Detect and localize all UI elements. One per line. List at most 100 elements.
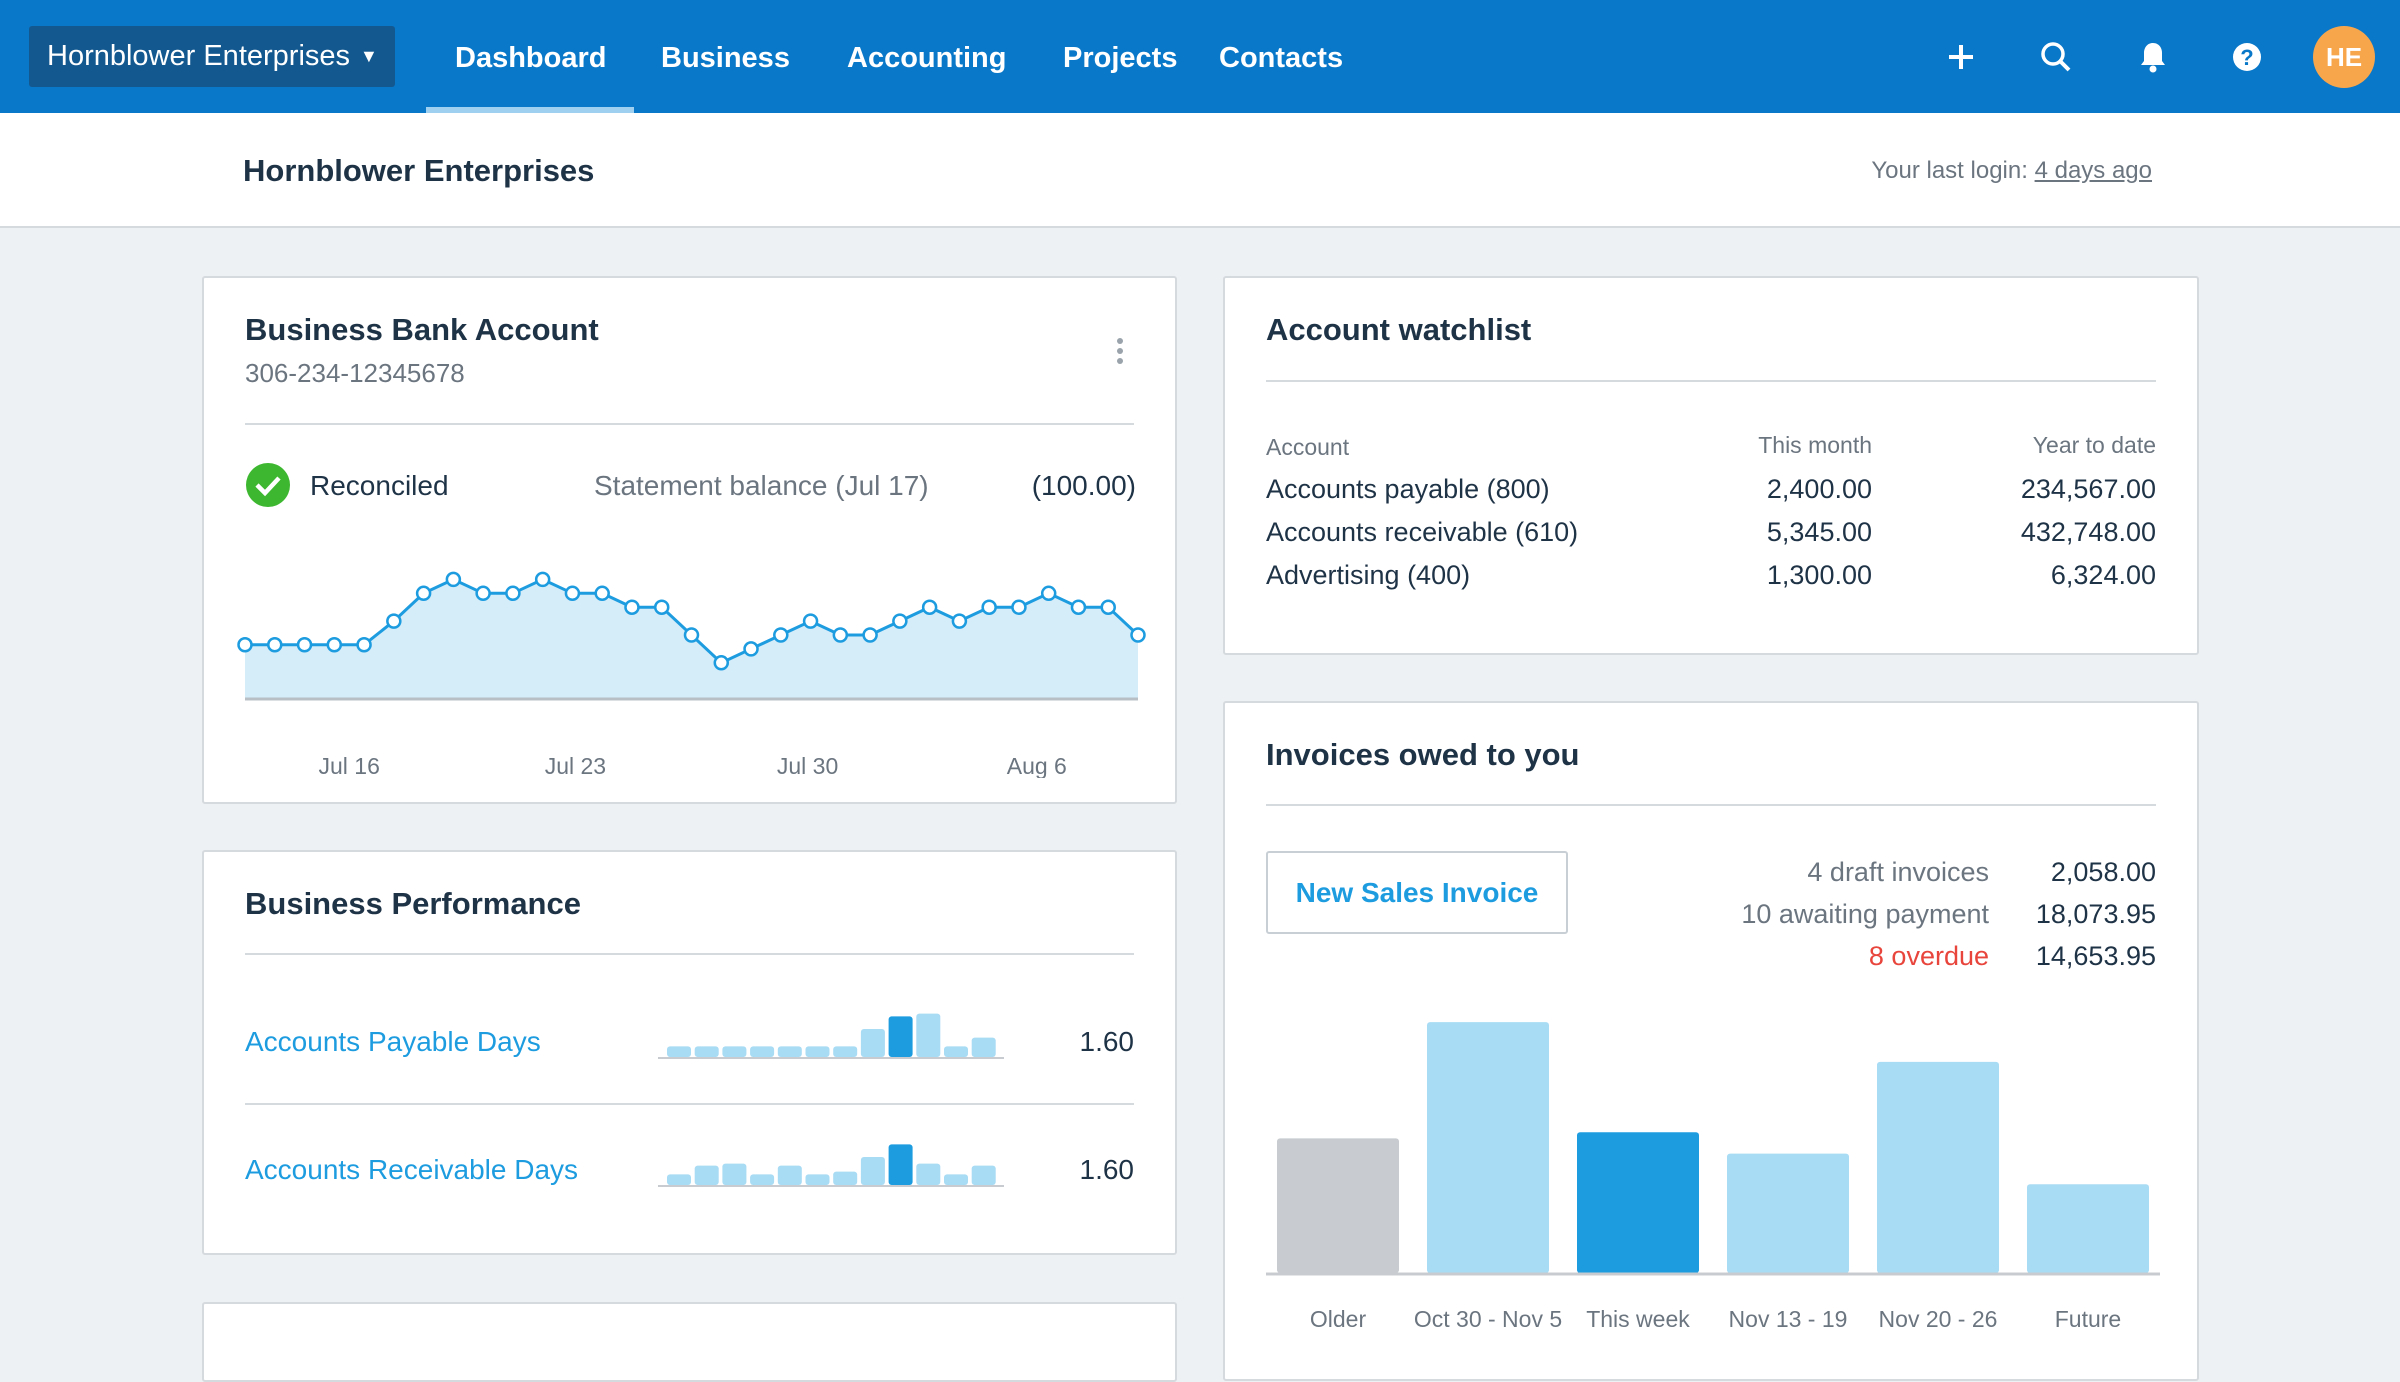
last-login: Your last login: 4 days ago	[1871, 157, 2152, 185]
statement-label: Statement balance (Jul 17)	[594, 470, 929, 501]
sparkline-bar	[722, 1163, 747, 1185]
sparkline-bar	[860, 1029, 885, 1057]
sparkline-bar	[944, 1174, 968, 1185]
x-tick-label: Jul 16	[318, 753, 379, 778]
sparkline-bar	[667, 1046, 691, 1057]
last-login-link[interactable]: 4 days ago	[2034, 157, 2152, 184]
data-point	[445, 571, 462, 588]
sparkline-bar	[916, 1163, 941, 1185]
divider	[245, 953, 1134, 955]
data-point	[505, 585, 521, 602]
this-month-value: 1,300.00	[1766, 560, 1872, 590]
data-point	[594, 585, 610, 602]
data-point	[386, 613, 402, 629]
divider	[245, 423, 1134, 425]
invoice-summary-label[interactable]: 4 draft invoices	[1807, 857, 1989, 887]
sparkline-bar	[694, 1165, 719, 1185]
top-nav-bar: Hornblower Enterprises ▼ Dashboard Busin…	[0, 0, 2400, 113]
new-sales-invoice-button[interactable]: New Sales Invoice	[1266, 851, 1568, 934]
performance-value: 1.60	[1079, 1026, 1135, 1057]
invoice-summary-label[interactable]: 8 overdue	[1868, 941, 1989, 971]
data-point	[951, 613, 968, 629]
data-point	[564, 585, 581, 602]
sparkline-bar	[888, 1144, 913, 1185]
data-point	[862, 627, 878, 643]
x-tick-label: Jul 23	[545, 753, 606, 778]
divider	[1266, 804, 2156, 806]
ytd-value: 432,748.00	[2020, 517, 2156, 547]
x-tick-label: Aug 6	[1007, 753, 1067, 778]
data-point	[832, 627, 849, 643]
bank-account-card: Business Bank Account 306-234-12345678 R…	[202, 276, 1177, 804]
sparkline-bar	[750, 1174, 775, 1185]
data-point	[534, 571, 551, 588]
data-point	[475, 585, 491, 602]
data-point	[743, 641, 759, 657]
invoice-summary-label[interactable]: 10 awaiting payment	[1741, 899, 1989, 929]
data-point	[921, 599, 938, 615]
svg-text:?: ?	[2240, 45, 2253, 70]
data-point	[237, 636, 253, 653]
invoice-bar[interactable]	[1727, 1153, 1849, 1273]
page-header: Hornblower Enterprises Your last login: …	[0, 113, 2400, 228]
invoice-bar[interactable]	[1577, 1132, 1699, 1273]
invoice-bar[interactable]	[1277, 1138, 1399, 1273]
card-title: Account watchlist	[1266, 312, 1532, 347]
invoice-bar[interactable]	[1427, 1022, 1549, 1273]
sparkline-bar	[777, 1046, 802, 1057]
sparkline-bar	[833, 1171, 858, 1185]
caret-down-icon: ▼	[360, 46, 378, 66]
data-point	[624, 599, 640, 615]
avatar[interactable]: HE	[2313, 26, 2375, 88]
x-tick-label: Jul 30	[777, 753, 838, 778]
invoice-summary-value: 2,058.00	[2050, 857, 2156, 887]
data-point	[981, 599, 997, 615]
nav-dashboard[interactable]: Dashboard	[455, 42, 607, 74]
performance-value: 1.60	[1079, 1154, 1135, 1185]
page-title: Hornblower Enterprises	[243, 153, 595, 188]
plus-icon[interactable]	[1937, 33, 1985, 81]
account-name[interactable]: Advertising (400)	[1266, 560, 1471, 590]
data-point	[773, 627, 789, 643]
divider	[1266, 380, 2156, 382]
invoice-bar[interactable]	[1877, 1061, 1999, 1273]
invoice-summary-value: 18,073.95	[2035, 899, 2156, 929]
data-point	[267, 636, 283, 653]
data-point	[1100, 599, 1116, 615]
org-switcher[interactable]: Hornblower Enterprises ▼	[29, 26, 395, 87]
bell-icon[interactable]	[2129, 33, 2177, 81]
performance-link[interactable]: Accounts Payable Days	[245, 1026, 541, 1057]
nav-projects[interactable]: Projects	[1063, 42, 1178, 74]
nav-accounting[interactable]: Accounting	[847, 42, 1007, 74]
sparkline-bar	[805, 1046, 830, 1057]
sparkline-bar	[750, 1046, 775, 1057]
data-point	[802, 613, 819, 629]
last-login-label: Your last login:	[1871, 157, 2028, 184]
active-tab-indicator	[426, 107, 634, 113]
ytd-value: 6,324.00	[2050, 560, 2156, 590]
data-point	[683, 627, 700, 643]
data-point	[653, 599, 670, 615]
help-icon[interactable]: ?	[2223, 33, 2271, 81]
card-title: Business Bank Account	[245, 312, 599, 347]
account-name[interactable]: Accounts payable (800)	[1266, 474, 1550, 504]
data-point	[1011, 599, 1027, 615]
invoice-bar[interactable]	[2027, 1184, 2149, 1273]
kebab-menu-icon[interactable]	[1114, 336, 1126, 371]
data-point	[1040, 585, 1057, 602]
data-point	[1070, 599, 1087, 615]
balance-chart: Jul 16 Jul 23 Jul 30 Aug 6	[237, 571, 1146, 778]
nav-business[interactable]: Business	[661, 42, 790, 74]
account-name[interactable]: Accounts receivable (610)	[1266, 517, 1579, 547]
sparkline-bar	[860, 1157, 885, 1185]
data-point	[296, 636, 313, 653]
data-point	[713, 655, 730, 671]
performance-link[interactable]: Accounts Receivable Days	[245, 1154, 579, 1185]
search-icon[interactable]	[2032, 33, 2080, 81]
sparkline-bars	[658, 1013, 1004, 1059]
ytd-value: 234,567.00	[2020, 474, 2156, 504]
nav-contacts[interactable]: Contacts	[1219, 42, 1344, 74]
account-watchlist-card: Account watchlist Account This month Yea…	[1223, 276, 2199, 655]
sparkline-bar	[971, 1165, 996, 1185]
divider	[245, 1103, 1134, 1105]
